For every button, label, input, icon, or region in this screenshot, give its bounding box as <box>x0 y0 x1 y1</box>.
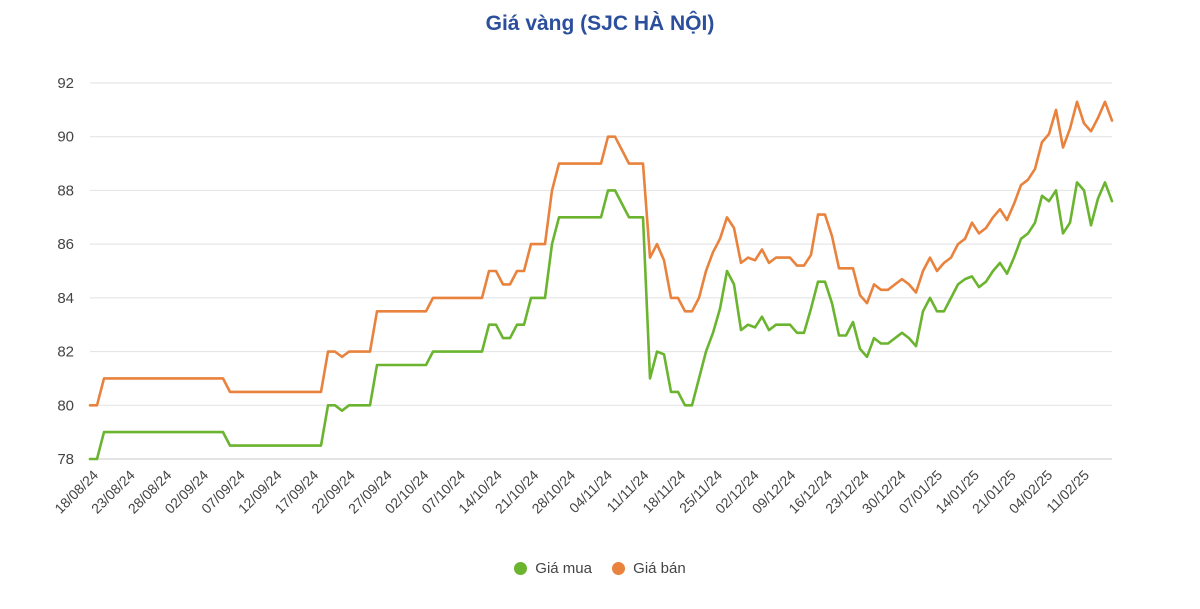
grid-layer <box>90 82 1112 460</box>
series-line-1 <box>88 100 1114 407</box>
legend-label-series-0: Giá mua <box>535 560 592 577</box>
legend-marker-series-1 <box>612 562 626 575</box>
series-line-0 <box>88 181 1114 461</box>
legend: Giá mua Giá bán <box>0 560 1200 579</box>
legend-marker-series-0 <box>514 562 528 575</box>
y-tick-label: 84 <box>57 290 74 307</box>
y-tick-label: 90 <box>57 129 74 146</box>
y-tick-label: 86 <box>57 236 74 253</box>
y-tick-label: 78 <box>57 451 74 468</box>
series-layer <box>88 100 1114 461</box>
legend-item-series-1[interactable]: Giá bán <box>612 560 686 577</box>
y-tick-label: 80 <box>57 397 74 414</box>
y-tick-label: 88 <box>57 182 74 199</box>
legend-item-series-0[interactable]: Giá mua <box>514 560 592 577</box>
legend-label-series-1: Giá bán <box>633 560 686 577</box>
y-tick-labels: 78 80 82 84 86 88 90 92 <box>57 75 74 468</box>
y-tick-label: 82 <box>57 344 74 361</box>
y-tick-label: 92 <box>57 75 74 92</box>
x-tick-labels: 18/08/2423/08/2428/08/2402/09/2407/09/24… <box>51 467 1092 517</box>
chart-title: Giá vàng (SJC HÀ NỘI) <box>485 12 715 35</box>
